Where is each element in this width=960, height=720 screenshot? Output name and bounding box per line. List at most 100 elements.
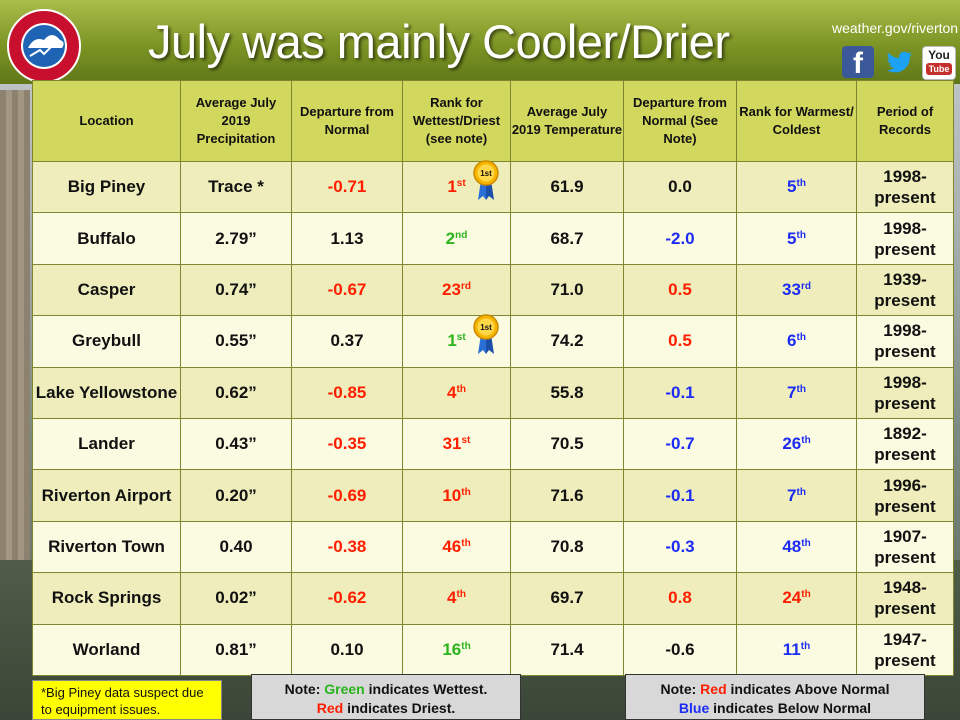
cell-temp-rank: 48th [736,520,857,574]
rank-value: 5th [787,177,806,196]
cell-precip-departure: -0.71 [291,160,403,214]
col-header-temp: Average July 2019 Temperature [510,80,624,162]
cell-precip-rank: 31st [402,417,511,471]
period-end: present [874,239,936,259]
cell-location: Casper [32,263,181,317]
cell-temp-rank: 5th [736,160,857,214]
rank-suffix: rd [460,280,471,292]
table-row: Buffalo 2.79” 1.13 2nd 68.7 -2.0 5th 1998- prese… [32,212,954,265]
period-end: present [874,342,936,362]
rank-suffix: th [796,178,806,190]
facebook-icon[interactable]: f [842,46,874,80]
cell-temp-rank: 5th [736,212,857,265]
cell-precip: 0.43” [180,417,292,471]
rank-value: 16th [442,640,470,659]
title-banner [0,0,960,84]
period-end: present [874,650,936,670]
note-text: indicates Above Normal [726,681,890,697]
cell-temp-rank: 7th [736,469,857,522]
cell-precip-departure: 0.10 [291,623,403,677]
cell-location: Greybull [32,315,181,368]
col-header-precip-departure: Departure from Normal [291,80,403,162]
rank-suffix: rd [800,280,811,292]
cell-location: Riverton Airport [32,469,181,522]
rank-number: 46 [442,536,462,556]
table-row: Lake Yellowstone 0.62” -0.85 4th 55.8 -0.1 7th… [32,366,954,419]
cell-precip-departure: 0.37 [291,315,403,368]
twitter-icon[interactable] [883,46,915,78]
cell-period: 1998- present [856,366,954,419]
rank-suffix: st [456,178,466,190]
cell-precip: 0.74” [180,263,292,317]
period-start: 1998- [883,372,927,392]
cell-precip: 0.55” [180,315,292,368]
rank-suffix: th [801,537,811,549]
rank-number: 5 [787,228,797,248]
rank-value: 10th [442,486,470,505]
note-prefix: Note: [284,681,325,697]
youtube-icon[interactable]: You Tube [922,46,956,80]
cell-precip-departure: -0.62 [291,572,403,625]
table-row: Greybull 0.55” 0.37 1st 1st 74.2 0.5 6th 1998- pr… [32,314,954,368]
period-start: 1998- [883,218,927,238]
cell-precip-rank: 10th [402,469,511,522]
rank-number: 31 [442,434,462,454]
cell-temp: 70.5 [510,417,624,471]
rank-value: 26th [782,434,810,453]
table-row: Riverton Airport 0.20” -0.69 10th 71.6 -0.1 7t… [32,469,954,522]
rank-value: 4th [447,383,466,402]
ribbon-label: 1st [480,169,492,178]
rank-number: 5 [787,177,797,197]
note-text: indicates Wettest. [364,681,488,697]
rank-suffix: th [456,383,466,395]
precip-color-note: Note: Green indicates Wettest. Red indic… [251,674,521,720]
table-row: Lander 0.43” -0.35 31st 70.5 -0.7 26th 1892- pre… [32,417,954,471]
period-start: 1907- [883,526,927,546]
cell-temp: 61.9 [510,160,624,214]
table-row: Casper 0.74” -0.67 23rd 71.0 0.5 33rd 1939- pres… [32,263,954,317]
rank-number: 10 [442,485,462,505]
rank-number: 4 [447,588,457,608]
rank-suffix: st [461,435,471,447]
cell-period: 1996- present [856,469,954,522]
cell-temp-departure: -0.1 [623,469,737,522]
note-text: indicates Below Normal [709,700,872,716]
cell-precip-departure: -0.35 [291,417,403,471]
cell-precip: 0.20” [180,469,292,522]
rank-number: 24 [782,588,802,608]
page-title: July was mainly Cooler/Drier [148,15,730,68]
rank-suffix: st [456,332,466,344]
cell-precip-departure: -0.67 [291,263,403,317]
cell-period: 1998- present [856,160,954,214]
col-header-precip-rank: Rank for Wettest/Driest (see note) [402,80,511,162]
cell-location: Lake Yellowstone [32,366,181,419]
period-start: 1998- [883,167,927,187]
rank-value: 6th [787,331,806,350]
rank-suffix: th [461,537,471,549]
col-header-location: Location [32,80,181,162]
cell-precip: Trace * [180,160,292,214]
rank-suffix: th [461,486,471,498]
period-end: present [874,496,936,516]
period-start: 1939- [883,269,927,289]
rank-value: 7th [787,486,806,505]
cell-location: Big Piney [32,160,181,214]
website-link[interactable]: weather.gov/riverton [832,20,959,36]
rank-value: 33rd [782,280,811,299]
cell-precip-departure: 1.13 [291,212,403,265]
cell-temp: 71.0 [510,263,624,317]
note-red-word: Red [316,700,344,716]
period-end: present [874,599,936,619]
cell-location: Worland [32,623,181,677]
cell-temp-rank: 11th [736,623,857,677]
cell-temp: 70.8 [510,520,624,574]
cell-period: 1947- present [856,623,954,677]
cell-location: Lander [32,417,181,471]
rank-suffix: nd [455,229,468,241]
cell-precip-rank: 2nd [402,212,511,265]
period-end: present [874,188,936,208]
cell-precip: 0.40 [180,520,292,574]
cell-temp-departure: -0.1 [623,366,737,419]
temp-color-note: Note: Red indicates Above Normal Blue in… [625,674,925,720]
cell-temp-departure: 0.8 [623,572,737,625]
